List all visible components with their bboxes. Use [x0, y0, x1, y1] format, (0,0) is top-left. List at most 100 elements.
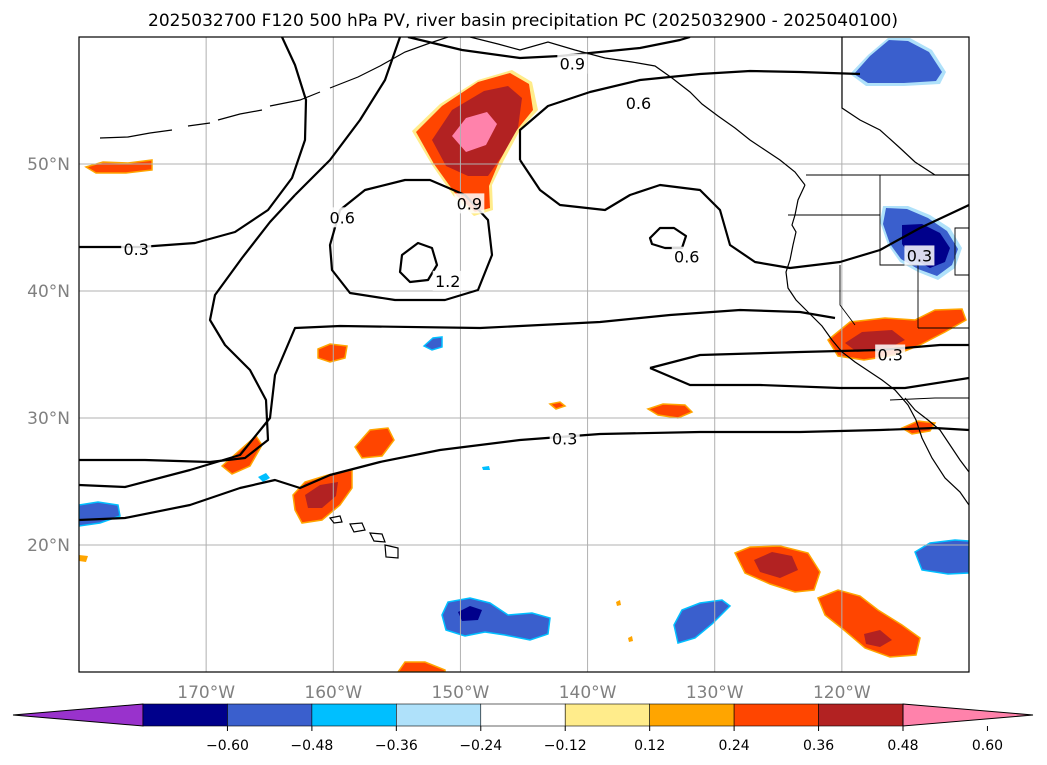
alaska-coast — [469, 37, 806, 186]
pv-contour-0.3-north — [79, 37, 308, 249]
contour-label: 0.6 — [674, 248, 699, 267]
colorbar-tick-label: −0.24 — [459, 738, 502, 754]
contour-label: 0.6 — [329, 208, 354, 227]
borders — [788, 174, 969, 401]
contour-label-background — [121, 239, 152, 260]
colorbar-tick-label: 0.48 — [887, 738, 918, 754]
contour-label: 0.9 — [560, 55, 585, 74]
longitude-tick-label: 150°W — [432, 683, 490, 703]
contour-label-background — [904, 245, 935, 266]
contour-label-background — [623, 93, 654, 114]
pc-negative-subtropical-peak — [458, 606, 482, 621]
colorbar-segment — [733, 703, 819, 727]
hawaii-coast — [328, 515, 399, 559]
aleutian-islands-coast — [99, 37, 449, 139]
contour-label-background — [454, 193, 485, 214]
contour-label: 1.2 — [435, 272, 460, 291]
pv-contours — [79, 37, 969, 522]
pc-positive-spot — [305, 482, 338, 508]
latitude-tick-label: 20°N — [27, 536, 70, 556]
pv-contour-0.3-southeast — [649, 366, 969, 390]
canada-coast — [785, 184, 969, 506]
pc-negative-spot — [482, 466, 490, 470]
longitude-tick-label: 130°W — [686, 683, 744, 703]
figure-title: 2025032700 F120 500 hPa PV, river basin … — [148, 11, 898, 31]
colorbar-tick-label: −0.36 — [375, 738, 418, 754]
longitude-tick-label: 140°W — [559, 683, 617, 703]
colorbar-tick-label: 0.24 — [719, 738, 750, 754]
longitude-tick-label: 160°W — [304, 683, 362, 703]
pc-positive-subtropical-southeast-core — [864, 630, 892, 647]
coastlines — [99, 37, 969, 559]
contour-label: 0.9 — [457, 194, 482, 213]
pc-negative-spot — [673, 599, 732, 644]
pc-positive-spot — [646, 403, 694, 419]
latitude-tick-label: 40°N — [27, 282, 70, 302]
colorbar-segment — [311, 703, 397, 727]
map-frame — [78, 36, 970, 673]
pc-positive-spot — [79, 555, 88, 562]
pc-positive-spot — [354, 427, 395, 459]
colorbar-segment — [142, 703, 228, 727]
colorbar-tick-label: −0.48 — [290, 738, 333, 754]
colorbar: −0.60 −0.48 −0.36 −0.24 −0.12 0.12 0.24 0.36 0.4… — [12, 703, 1034, 754]
pc-positive-spot — [616, 600, 621, 606]
pv-contour-1.2-loop — [398, 241, 439, 284]
pv-contour-0.6-loop — [79, 194, 296, 464]
pv-contour-0.6-west — [294, 37, 402, 196]
pv-contour-0.3-east — [649, 343, 969, 370]
pv-contour-0.3-south — [79, 426, 969, 522]
pc-shading — [79, 38, 969, 672]
latitude-tick-label: 50°N — [27, 155, 70, 175]
longitude-tick-label: 170°W — [177, 683, 235, 703]
map-content: 0.9 0.6 0.6 0.9 0.3 1.2 0.6 0.3 0.3 0.3 — [79, 37, 969, 672]
map-area: 0.9 0.6 0.6 0.9 0.3 1.2 0.6 0.3 0.3 0.3 — [78, 36, 970, 673]
pc-negative-spot — [422, 336, 443, 351]
colorbar-segment — [564, 703, 650, 727]
pv-contour-0.6-trough — [519, 159, 969, 270]
pv-contour-0.6-small — [648, 226, 688, 250]
colorbar-tick-label: −0.60 — [206, 738, 249, 754]
colorbar-tick-label: 0.60 — [972, 738, 1003, 754]
contour-label-background — [557, 53, 588, 74]
contour-label: 0.3 — [552, 429, 577, 448]
pc-positive-spot — [317, 343, 348, 363]
latitude-tick-label: 30°N — [27, 409, 70, 429]
contour-label: 0.3 — [877, 346, 902, 365]
pv-contour-0.6-upper-ridge — [518, 69, 861, 160]
longitude-tick-label: 120°W — [813, 683, 871, 703]
colorbar-tick-label: −0.12 — [544, 738, 587, 754]
contour-label: 0.3 — [907, 246, 932, 265]
map-background — [79, 37, 969, 672]
us-mexico-border — [889, 397, 969, 401]
colorbar-segment — [396, 703, 482, 727]
pc-positive-spot — [84, 159, 153, 174]
pc-negative-spot — [914, 539, 969, 575]
colorbar-segment — [818, 703, 904, 727]
colorbar-segment — [227, 703, 313, 727]
longitude-labels: 170°W 160°W 150°W 140°W 130°W 120°W — [177, 683, 871, 703]
pc-negative-canada-core — [854, 40, 942, 83]
latitude-labels: 20°N 30°N 40°N 50°N — [27, 155, 70, 556]
contour-label-background — [432, 270, 463, 291]
pc-positive-spot — [397, 661, 446, 672]
state-borders — [788, 175, 969, 329]
colorbar-segment — [480, 703, 566, 727]
contour-label: 0.3 — [123, 240, 148, 259]
contour-label: 0.6 — [626, 94, 651, 113]
contour-labels: 0.9 0.6 0.6 0.9 0.3 1.2 0.6 0.3 0.3 0.3 — [121, 53, 935, 449]
baja-coast — [904, 397, 969, 473]
pc-positive-spot — [548, 401, 567, 410]
pc-negative-spot — [258, 473, 270, 482]
pc-positive-subtropical-southeast — [817, 589, 921, 658]
contour-label-background — [549, 428, 580, 449]
pv-contour-0.9-loop — [328, 178, 494, 302]
pc-positive-spot — [628, 636, 633, 642]
contour-label-background — [875, 344, 906, 365]
contour-label-background — [327, 207, 358, 228]
colorbar-tick-label: 0.36 — [803, 738, 834, 754]
colorbar-segment — [649, 703, 735, 727]
pc-positive-gulf-alaska-peak — [452, 112, 497, 152]
colorbar-tick-label: 0.12 — [634, 738, 665, 754]
